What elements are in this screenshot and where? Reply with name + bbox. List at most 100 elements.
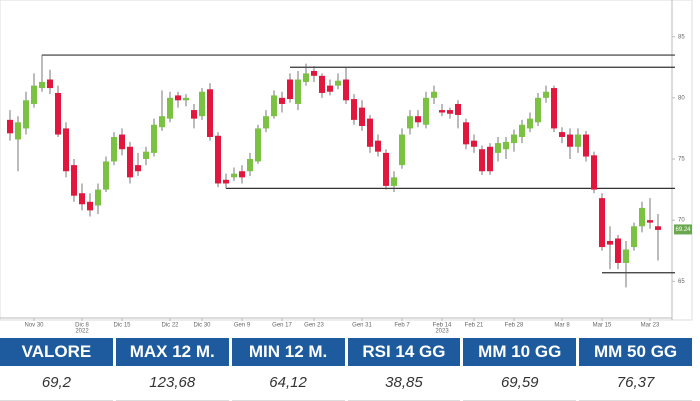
chart: 65 70 75 80 85 Nov 30 Dic 8 Dic 15 Dic 22 Dic 30 G… [0,0,693,335]
candle-body [351,99,357,120]
x-tick-label: Dic 30 [193,323,211,329]
candle-body [39,81,45,89]
candle-body [255,128,261,162]
candle-body [191,110,197,119]
candle-body [479,149,485,172]
candle-body [111,136,117,162]
candle-body [415,116,421,123]
candle-body [63,128,69,172]
x-tick-label: Mar 23 [641,323,660,329]
candle-body [423,97,429,125]
candle-body [391,177,397,186]
candle-body [615,238,621,263]
candle-body [127,146,133,178]
candle-body [271,95,277,117]
x-tick-label: Mar 15 [593,323,612,329]
candle-body [431,91,437,98]
candle-body [471,140,477,147]
candle-body [103,161,109,190]
x-tick-label: Mar 8 [554,323,570,329]
candle-body [439,110,445,113]
table-value: 69,59 [463,366,577,401]
table-header: RSI 14 GG [347,338,461,366]
candle-body [31,85,37,104]
candle-body [247,159,253,172]
candle-body [655,226,661,230]
table-value: 123,68 [115,366,229,401]
candle-body [119,134,125,150]
candle-body [143,151,149,159]
candle-body [95,189,101,206]
candle-body [7,119,13,134]
candle-body [599,198,605,248]
x-tick-label: Dic 15 [113,323,131,329]
candle-body [639,207,645,227]
y-tick-label: 80 [678,95,685,101]
candle-body [79,193,85,205]
candle-body [495,143,501,153]
candle-body [135,165,141,172]
candle-body [407,116,413,129]
candle-body [183,97,189,101]
candle-body [175,95,181,101]
table-header: MAX 12 M. [115,338,229,366]
candle-body [207,89,213,137]
candle-body [311,70,317,76]
year-label: 2023 [435,329,449,335]
candle-body [223,179,229,184]
candle-body [215,135,221,184]
candle-body [559,132,565,137]
candle-body [159,116,165,128]
x-tick-label: Nov 30 [24,323,44,329]
candle-body [303,73,309,82]
x-tick-label: Feb 28 [505,323,524,329]
x-tick-label: Gen 17 [272,323,292,329]
y-tick-label: 70 [678,218,685,224]
table-header: VALORE [0,338,113,366]
candle-body [199,91,205,117]
candle-body [287,79,293,100]
candle-body [447,110,453,114]
candle-body [15,122,21,140]
x-tick-label: Dic 8 [75,323,89,329]
x-tick-label: Feb 7 [394,323,410,329]
x-tick-label: Feb 14 [433,323,452,329]
candle-body [167,97,173,119]
candle-body [527,118,533,129]
y-tick-label: 65 [678,279,685,285]
candle-body [591,155,597,190]
y-tick-label: 75 [678,157,685,163]
candle-body [343,79,349,101]
x-tick-label: Gen 9 [234,323,251,329]
candle-body [151,124,157,153]
candle-body [71,165,77,196]
candle-body [231,173,237,178]
candle-body [399,134,405,166]
candle-body [631,226,637,248]
table-value: 64,12 [231,366,345,401]
candle-body [319,75,325,93]
candle-body [463,122,469,145]
candle-body [519,124,525,137]
candle-body [607,240,613,245]
candle-body [47,79,53,89]
candle-body [87,201,93,211]
candle-body [367,118,373,147]
stats-table: VALORE MAX 12 M. MIN 12 M. RSI 14 GG MM 10 G… [0,338,692,401]
candle-body [623,249,629,263]
candle-body [55,92,61,135]
table-header: MM 50 GG [579,338,692,366]
candle-body [279,97,285,104]
candle-body [575,134,581,147]
candle-body [647,220,653,223]
y-tick-label: 85 [678,34,685,40]
last-price-label: 69.24 [675,227,691,233]
candle-body [503,141,509,150]
candle-body [375,140,381,152]
x-tick-label: Dic 22 [161,323,179,329]
candle-body [455,103,461,115]
last-price-box [674,224,692,235]
candle-body [535,97,541,123]
candle-body [543,91,549,98]
